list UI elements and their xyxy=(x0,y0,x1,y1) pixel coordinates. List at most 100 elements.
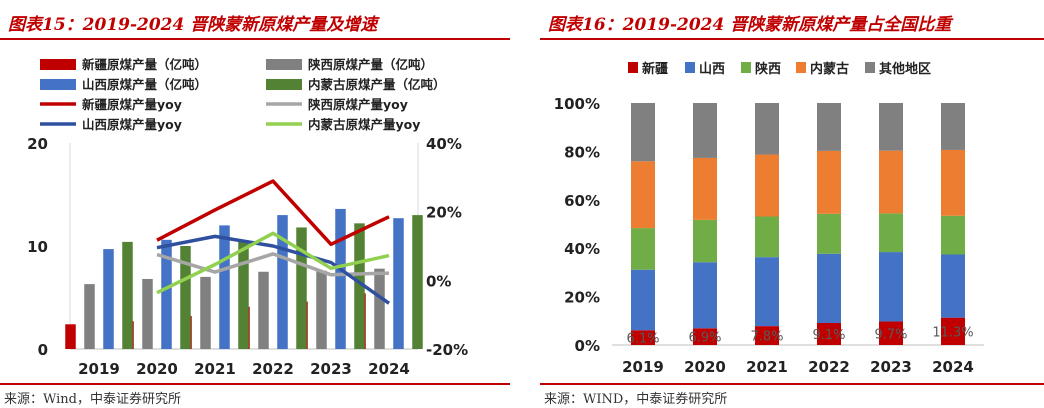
right-title-rule xyxy=(540,38,1044,40)
stacked-bar-segment xyxy=(693,262,717,329)
stacked-bar-segment xyxy=(693,219,717,263)
legend-swatch xyxy=(741,62,751,73)
right-chart-panel: 图表16：2019-2024 晋陕蒙新原煤产量占全国比重 新疆 山西 陕西 内蒙古 其他… xyxy=(540,0,1044,408)
bar xyxy=(200,276,211,349)
x-tick-label: 2021 xyxy=(746,358,788,376)
stacked-bar-segment xyxy=(631,161,655,229)
right-source-note: 来源：WIND，中泰证券研究所 xyxy=(544,392,728,407)
bar xyxy=(219,225,230,349)
legend-swatch xyxy=(865,62,875,73)
bar xyxy=(393,218,404,349)
legend-label: 山西原煤产量（亿吨） xyxy=(82,77,207,92)
y-tick-label: 20% xyxy=(564,289,600,307)
bar xyxy=(161,239,172,349)
series-line xyxy=(156,234,391,305)
stacked-bar-segment xyxy=(941,103,965,150)
y-tick-label: 100% xyxy=(554,95,600,113)
bar xyxy=(296,227,307,349)
stacked-bar-segment xyxy=(755,154,779,217)
stacked-bar-segment xyxy=(941,149,965,216)
stacked-bar-segment xyxy=(941,215,965,255)
stacked-bar-segment xyxy=(693,328,717,345)
right-chart: 新疆 山西 陕西 内蒙古 其他地区 0% 20% 40% 60% 80% 100% 2019 2020 2… xyxy=(554,61,984,376)
y-tick-label: 20 xyxy=(27,135,48,153)
bar xyxy=(180,246,191,349)
y-tick-label: 40% xyxy=(564,240,600,258)
legend-label: 新疆 xyxy=(642,61,668,77)
stacked-bar-segment xyxy=(755,257,779,327)
legend-label: 陕西原煤产量（亿吨） xyxy=(308,57,433,72)
stacked-bar-segment xyxy=(631,330,655,345)
data-label: 9.7% xyxy=(874,327,907,342)
legend-swatch xyxy=(40,59,76,70)
legend-label: 山西 xyxy=(699,61,725,77)
stacked-bar-segment xyxy=(879,150,903,214)
legend-label: 新疆原煤产量（亿吨） xyxy=(82,57,207,72)
bar xyxy=(277,215,288,349)
x-tick-label: 2024 xyxy=(932,358,974,376)
legend-swatch xyxy=(40,79,76,90)
x-tick-label: 2022 xyxy=(808,358,850,376)
series-line xyxy=(156,231,390,295)
x-tick-label: 2023 xyxy=(870,358,912,376)
x-tick-label: 2019 xyxy=(622,358,664,376)
bar xyxy=(122,241,133,349)
bar xyxy=(354,223,365,349)
legend-label: 陕西原煤产量yoy xyxy=(308,97,408,112)
bar xyxy=(412,215,423,349)
x-tick-label: 2022 xyxy=(252,360,294,378)
y2-tick-label: 20% xyxy=(426,204,462,222)
x-tick-label: 2024 xyxy=(368,360,410,378)
legend-label: 山西原煤产量yoy xyxy=(82,117,182,132)
legend-label: 内蒙古 xyxy=(810,61,849,77)
legend-label: 内蒙古原煤产量（亿吨） xyxy=(308,77,446,92)
stacked-bar-segment xyxy=(631,269,655,331)
stacked-bar-segment xyxy=(817,150,841,214)
left-source-rule xyxy=(0,383,510,385)
stacked-bar-segment xyxy=(879,252,903,322)
right-chart-title: 图表16：2019-2024 晋陕蒙新原煤产量占全国比重 xyxy=(548,15,952,35)
data-label: 7.8% xyxy=(750,330,783,345)
y2-tick-label: 0% xyxy=(426,272,451,290)
bar xyxy=(335,208,346,349)
right-source-rule xyxy=(540,383,1044,385)
bar xyxy=(316,270,327,349)
stacked-bar-segment xyxy=(817,213,841,254)
bar xyxy=(238,240,249,349)
x-tick-label: 2020 xyxy=(684,358,726,376)
left-chart: 新疆原煤产量（亿吨） 陕西原煤产量（亿吨） 山西原煤产量（亿吨） 内蒙古原煤产量（亿吨… xyxy=(27,57,468,378)
stacked-bar-segment xyxy=(693,103,717,158)
stacked-bar-segment xyxy=(817,103,841,151)
left-chart-title: 图表15：2019-2024 晋陕蒙新原煤产量及增速 xyxy=(8,15,378,35)
left-title-rule xyxy=(0,38,510,40)
legend-label: 新疆原煤产量yoy xyxy=(82,97,182,112)
stacked-bar-segment xyxy=(941,254,965,318)
stacked-bar-segment xyxy=(879,321,903,345)
data-label: 6.9% xyxy=(688,331,721,346)
stacked-bar-segment xyxy=(631,103,655,162)
stacked-bar-segment xyxy=(879,213,903,253)
legend-swatch xyxy=(796,62,806,73)
stacked-bar-segment xyxy=(755,326,779,345)
bar xyxy=(374,268,385,349)
stacked-bar-segment xyxy=(817,322,841,345)
bar xyxy=(84,284,95,349)
stacked-bar-segment xyxy=(755,216,779,258)
legend-swatch xyxy=(266,59,302,70)
legend-swatch xyxy=(685,62,695,73)
legend-swatch xyxy=(628,62,638,73)
bar xyxy=(142,278,153,349)
data-label: 9.1% xyxy=(812,328,845,343)
left-source-note: 来源：Wind，中泰证券研究所 xyxy=(4,392,181,407)
y-tick-label: 0% xyxy=(575,337,600,355)
stacked-bar-segment xyxy=(941,317,965,345)
stacked-bar-segment xyxy=(693,157,717,220)
y2-tick-label: -20% xyxy=(426,341,468,359)
stacked-bar-segment xyxy=(755,103,779,155)
left-chart-panel: 图表15：2019-2024 晋陕蒙新原煤产量及增速 新疆原煤产量（亿吨） 陕西原… xyxy=(0,0,510,408)
stacked-bar-segment xyxy=(879,103,903,151)
legend-label: 内蒙古原煤产量yoy xyxy=(308,117,420,132)
y-tick-label: 10 xyxy=(27,238,48,256)
legend-swatch xyxy=(266,79,302,90)
bar xyxy=(258,271,269,349)
